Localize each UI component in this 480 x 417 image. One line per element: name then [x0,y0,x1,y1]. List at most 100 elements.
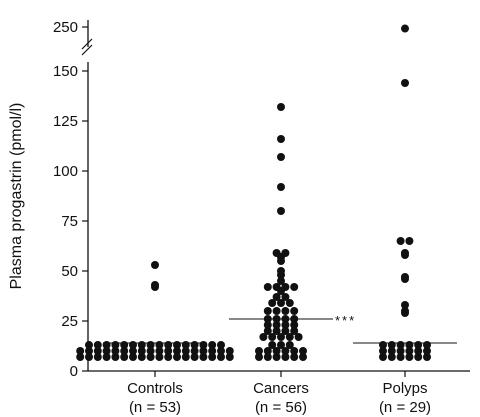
data-point [255,353,263,361]
data-point [272,315,281,323]
data-point [263,327,272,335]
data-point [199,341,208,349]
category-n-label: (n = 29) [379,399,431,416]
data-point [164,341,173,349]
y-tick-label: 150 [53,63,78,80]
data-point [277,299,285,307]
data-point [396,237,405,245]
data-point [217,353,225,361]
data-point [423,353,431,361]
data-point [263,321,272,329]
data-point [277,153,285,161]
data-point [137,353,146,361]
data-point [268,341,277,349]
data-point [277,267,285,275]
data-point [190,353,199,361]
data-point [111,347,120,355]
y-tick-label: 25 [61,313,78,330]
data-point [401,249,409,257]
data-point [93,353,102,361]
y-tick-label: 50 [61,263,78,280]
data-point [387,353,396,361]
data-point [299,353,307,361]
data-point [379,341,387,349]
data-point [281,347,290,355]
data-point [173,341,181,349]
data-point [120,347,129,355]
data-point [85,347,93,355]
data-point [93,341,102,349]
data-point [281,353,290,361]
data-point [190,347,199,355]
category-label: Polyps [382,380,427,397]
data-point [129,341,137,349]
data-point [290,321,299,329]
data-point [281,327,290,335]
data-point [263,347,272,355]
data-point [268,333,277,341]
data-point [155,347,164,355]
data-point [102,347,111,355]
data-point [259,333,268,341]
data-point [173,353,181,361]
data-point [272,307,281,315]
data-point [173,347,181,355]
median-lines [103,318,457,344]
data-point [277,207,285,215]
category-label: Cancers [253,380,309,397]
data-point [181,353,190,361]
data-point [146,347,155,355]
data-point [155,341,164,349]
data-point [164,347,173,355]
data-point [396,347,405,355]
data-point [277,341,285,349]
data-point [151,261,159,269]
y-ticks: 0 25 50 75 100 125 150 250 [53,19,88,380]
data-point [405,353,414,361]
data-point [85,341,93,349]
data-points [76,24,431,361]
data-point [290,347,299,355]
data-point [396,341,405,349]
data-point [387,341,396,349]
significance-label: *** [335,313,356,328]
data-point [272,283,281,291]
y-tick-label: 250 [53,19,78,36]
data-point [76,347,85,355]
data-point [272,293,281,301]
data-point [120,341,129,349]
data-point [263,283,272,291]
y-tick-label: 125 [53,113,78,130]
data-point [281,321,290,329]
data-point [285,333,294,341]
data-point [285,341,294,349]
data-point [225,347,234,355]
data-point [277,103,285,111]
data-point [379,347,387,355]
data-point [277,135,285,143]
data-point [401,79,409,87]
data-point [208,353,217,361]
data-point [401,24,409,33]
data-point [277,183,285,191]
data-point [146,353,155,361]
data-point [76,353,85,361]
data-point [290,307,299,315]
data-point [281,315,290,323]
data-point [190,341,199,349]
data-point [263,353,272,361]
data-point [272,347,281,355]
data-point [129,347,137,355]
category-label: Controls [127,380,183,397]
y-tick-label: 100 [53,163,78,180]
data-point [379,353,387,361]
data-point [199,347,208,355]
data-point [294,333,303,341]
data-point [423,347,431,355]
data-point [423,341,431,349]
category-n-label: (n = 53) [129,399,181,416]
data-point [263,307,272,315]
data-point [181,341,190,349]
data-point [281,283,290,291]
